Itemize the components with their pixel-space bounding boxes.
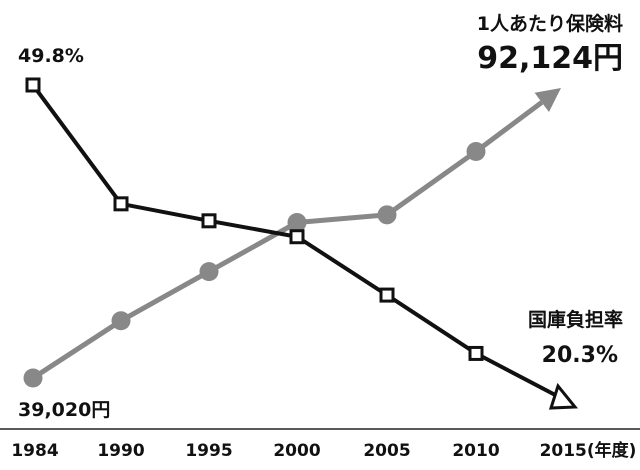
premium-title: 1人あたり保険料 bbox=[477, 12, 623, 35]
rate-point-1995 bbox=[201, 213, 217, 229]
rate-point-1984 bbox=[25, 77, 41, 93]
x-tick-1984: 1984 bbox=[11, 441, 58, 461]
x-tick-2000: 2000 bbox=[273, 441, 320, 461]
premium-point-1995 bbox=[199, 262, 219, 282]
premium-point-2010 bbox=[466, 141, 486, 161]
x-tick-2010: 2010 bbox=[452, 441, 499, 461]
rate-start-label: 49.8% bbox=[18, 45, 84, 67]
rate-point-2000 bbox=[289, 229, 305, 245]
rate-point-2005 bbox=[379, 287, 395, 303]
premium-point-1990 bbox=[111, 311, 131, 331]
premium-point-2005 bbox=[377, 205, 397, 225]
premium-end-label: 92,124円 bbox=[477, 41, 623, 76]
premium-arrow-point bbox=[534, 88, 561, 112]
x-tick-1990: 1990 bbox=[97, 441, 144, 461]
premium-line bbox=[31, 100, 544, 381]
rate-series bbox=[25, 77, 579, 410]
premium-start-label: 39,020円 bbox=[18, 399, 110, 421]
rate-point-1990 bbox=[113, 196, 129, 212]
rate-end-label: 20.3% bbox=[542, 343, 618, 368]
x-tick-2005: 2005 bbox=[363, 441, 410, 461]
rate-point-2015 bbox=[548, 382, 579, 410]
x-tick-2015: 2015(年度) bbox=[540, 440, 637, 461]
x-tick-1995: 1995 bbox=[185, 441, 232, 461]
premium-series bbox=[23, 88, 561, 388]
rate-title: 国庫負担率 bbox=[528, 308, 623, 331]
x-tick-labels: 1984 1990 1995 2000 2005 2010 2015(年度) bbox=[11, 440, 636, 461]
premium-point-2000 bbox=[287, 212, 307, 232]
rate-point-2010 bbox=[468, 345, 484, 361]
premium-point-1984 bbox=[23, 368, 43, 388]
